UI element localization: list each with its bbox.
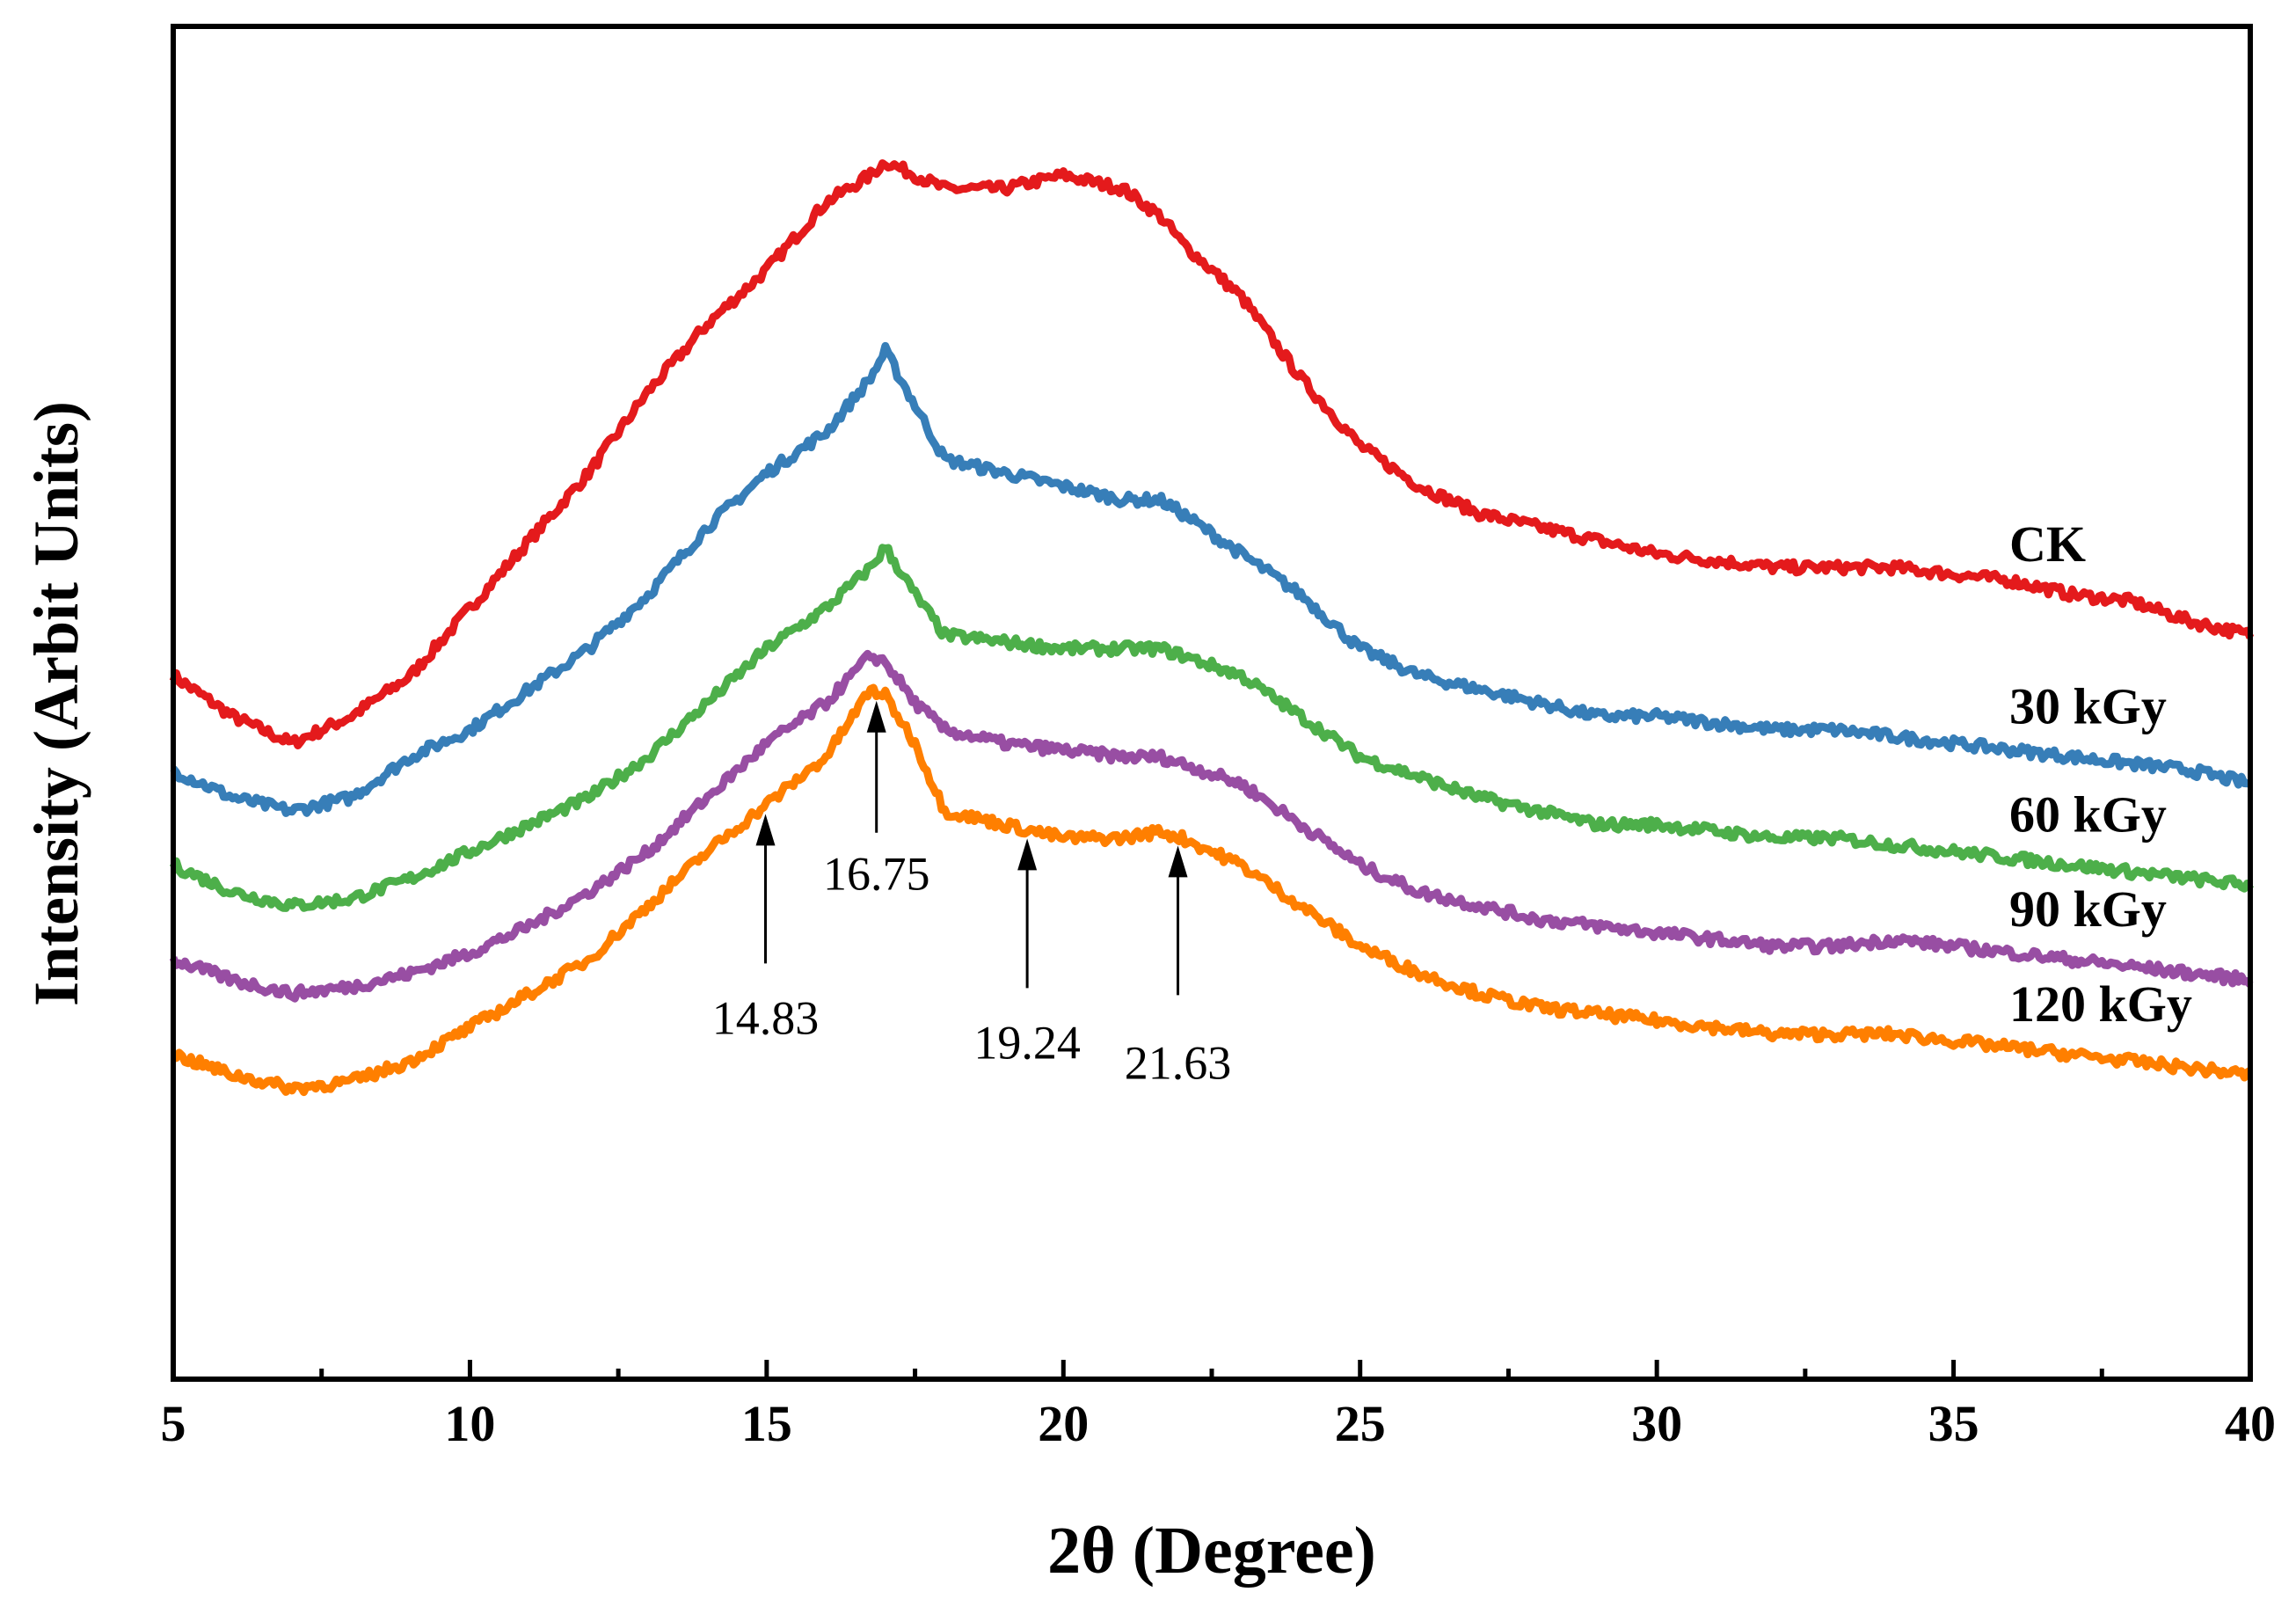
series-line-ck bbox=[169, 159, 2255, 749]
annotation-arrowhead bbox=[866, 700, 886, 733]
x-axis-title: 2θ (Degree) bbox=[1047, 1514, 1376, 1588]
series-line-60-kgy bbox=[169, 544, 2254, 912]
annotation-label: 19.24 bbox=[973, 1016, 1081, 1069]
series-label-ck: CK bbox=[2009, 515, 2086, 573]
x-tick-label: 5 bbox=[161, 1395, 186, 1452]
annotation-label: 14.83 bbox=[712, 991, 820, 1044]
series-line-90-kgy bbox=[169, 649, 2254, 1003]
annotation-label: 16.75 bbox=[823, 848, 930, 901]
x-tick-label: 20 bbox=[1038, 1395, 1089, 1452]
y-axis-title: Intensity (Arbit Units) bbox=[21, 401, 91, 1006]
annotation-arrowhead bbox=[1168, 845, 1188, 878]
series-label-90-kgy: 90 kGy bbox=[2009, 880, 2167, 938]
series-label-120-kgy: 120 kGy bbox=[2009, 975, 2192, 1033]
annotation-arrowhead bbox=[755, 814, 776, 846]
x-tick-label: 30 bbox=[1631, 1395, 1682, 1452]
plot-frame bbox=[171, 24, 2253, 1382]
x-tick-label: 15 bbox=[741, 1395, 792, 1452]
annotation-arrowhead bbox=[1017, 838, 1038, 871]
series-label-30-kgy: 30 kGy bbox=[2009, 678, 2167, 735]
x-tick-label: 10 bbox=[444, 1395, 495, 1452]
x-tick-label: 25 bbox=[1335, 1395, 1386, 1452]
series-line-120-kgy bbox=[171, 683, 2253, 1097]
annotation-label: 21.63 bbox=[1125, 1036, 1232, 1089]
series-line-30-kgy bbox=[170, 341, 2252, 817]
series-label-60-kgy: 60 kGy bbox=[2009, 786, 2167, 844]
x-tick-label: 35 bbox=[1928, 1395, 1979, 1452]
x-tick-label: 40 bbox=[2225, 1395, 2276, 1452]
